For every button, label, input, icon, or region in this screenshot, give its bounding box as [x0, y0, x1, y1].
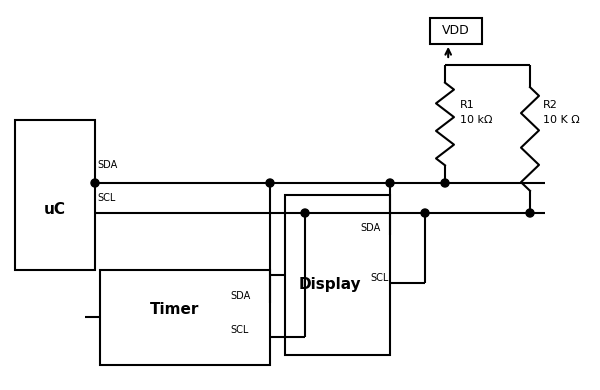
Circle shape	[266, 179, 274, 187]
Text: R1: R1	[460, 100, 475, 110]
Text: 10 kΩ: 10 kΩ	[460, 115, 493, 125]
Text: SDA: SDA	[97, 160, 117, 170]
Text: uC: uC	[44, 202, 66, 218]
Circle shape	[301, 209, 309, 217]
Circle shape	[386, 179, 394, 187]
Text: 10 K Ω: 10 K Ω	[543, 115, 580, 125]
Circle shape	[421, 209, 429, 217]
Text: SDA: SDA	[230, 291, 250, 301]
Text: Timer: Timer	[151, 303, 200, 317]
Text: R2: R2	[543, 100, 558, 110]
Text: SCL: SCL	[370, 273, 388, 283]
Text: SCL: SCL	[97, 193, 115, 203]
Circle shape	[441, 179, 449, 187]
Text: SDA: SDA	[360, 223, 380, 233]
Circle shape	[526, 209, 534, 217]
Text: SCL: SCL	[230, 325, 248, 335]
Circle shape	[91, 179, 99, 187]
Text: VDD: VDD	[442, 25, 470, 37]
Text: Display: Display	[299, 278, 361, 292]
